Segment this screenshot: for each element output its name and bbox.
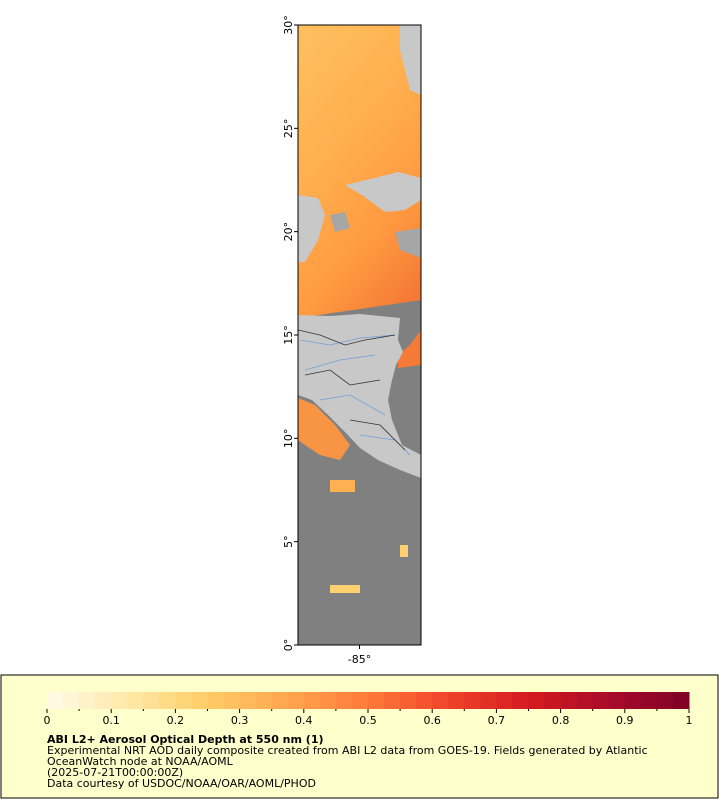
colorbar-tick-label: 0 — [44, 714, 51, 727]
colorbar-step — [464, 692, 481, 709]
colorbar-step — [368, 692, 385, 709]
legend-title: ABI L2+ Aerosol Optical Depth at 550 nm … — [47, 733, 324, 746]
colorbar-step — [544, 692, 562, 709]
legend-line: Experimental NRT AOD daily composite cre… — [47, 744, 648, 757]
y-tick-label: 25° — [282, 119, 295, 139]
colorbar-step — [95, 692, 112, 709]
colorbar-step — [384, 692, 401, 709]
colorbar-tick-label: 0.2 — [167, 714, 185, 727]
colorbar-tick-label: 0.9 — [616, 714, 634, 727]
colorbar-tick-label: 0.6 — [423, 714, 441, 727]
colorbar-step — [528, 692, 546, 709]
colorbar-tick-label: 0.7 — [488, 714, 506, 727]
legend-line: (2025-07-21T00:00:00Z) — [47, 766, 183, 779]
colorbar-step — [480, 692, 497, 709]
colorbar-step — [303, 692, 321, 709]
colorbar-step — [592, 692, 610, 709]
colorbar-step — [287, 692, 305, 709]
x-tick-label: -85° — [348, 653, 371, 666]
colorbar-step — [63, 692, 80, 709]
y-tick-label: 30° — [282, 15, 295, 35]
colorbar-step — [448, 692, 465, 709]
colorbar-step — [255, 692, 273, 709]
colorbar-step — [335, 692, 353, 709]
legend-line: OceanWatch node at NOAA/AOML — [47, 755, 234, 768]
colorbar-step — [608, 692, 626, 709]
colorbar-step — [111, 692, 128, 709]
colorbar-step — [576, 692, 594, 709]
y-tick-label: 15° — [282, 325, 295, 345]
y-tick-label: 20° — [282, 222, 295, 242]
colorbar-step — [432, 692, 449, 709]
map-axes: 0° 5° 10° 15° 20° 25° 30° -85° — [282, 15, 371, 666]
colorbar-tick-label: 0.5 — [359, 714, 377, 727]
colorbar-step — [351, 692, 369, 709]
colorbar-step — [624, 692, 642, 709]
colorbar-tick-label: 1 — [686, 714, 693, 727]
colorbar-step — [207, 692, 225, 709]
colorbar-step — [143, 692, 160, 709]
colorbar-tick-label: 0.8 — [552, 714, 570, 727]
colorbar-tick-label: 0.1 — [102, 714, 120, 727]
colorbar-step — [175, 692, 192, 709]
colorbar-step — [159, 692, 176, 709]
colorbar-tick-label: 0.4 — [295, 714, 313, 727]
colorbar-step — [47, 692, 64, 709]
colorbar-step — [319, 692, 337, 709]
colorbar-step — [223, 692, 241, 709]
colorbar-tick-label: 0.3 — [231, 714, 249, 727]
colorbar: 0 0.1 0.2 0.3 0.4 0.5 0.6 0.7 0.8 0.9 1 — [44, 692, 693, 727]
legend-line: Data courtesy of USDOC/NOAA/OAR/AOML/PHO… — [47, 777, 316, 790]
colorbar-step — [496, 692, 513, 709]
colorbar-step — [672, 692, 690, 709]
y-tick-label: 10° — [282, 429, 295, 449]
colorbar-step — [416, 692, 433, 709]
colorbar-step — [400, 692, 417, 709]
colorbar-step — [127, 692, 144, 709]
colorbar-step — [271, 692, 289, 709]
y-tick-label: 0° — [282, 639, 295, 652]
colorbar-step — [191, 692, 208, 709]
colorbar-step — [79, 692, 96, 709]
map-image — [298, 25, 421, 645]
colorbar-step — [512, 692, 529, 709]
y-tick-label: 5° — [282, 535, 295, 548]
colorbar-step — [640, 692, 658, 709]
colorbar-step — [656, 692, 674, 709]
colorbar-step — [239, 692, 257, 709]
colorbar-step — [560, 692, 578, 709]
